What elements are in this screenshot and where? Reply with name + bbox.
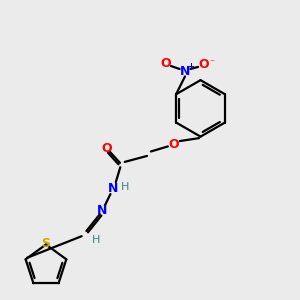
Text: N: N [180, 65, 190, 79]
Text: O: O [102, 142, 112, 155]
Text: H: H [121, 182, 130, 192]
Text: N: N [97, 204, 108, 218]
Text: O: O [169, 138, 179, 151]
Text: N: N [108, 182, 118, 195]
Text: H: H [92, 235, 101, 245]
Text: O: O [198, 58, 209, 71]
Text: O: O [160, 57, 171, 70]
Text: S: S [41, 236, 50, 250]
Text: +: + [187, 61, 194, 70]
Text: ⁻: ⁻ [209, 58, 214, 68]
